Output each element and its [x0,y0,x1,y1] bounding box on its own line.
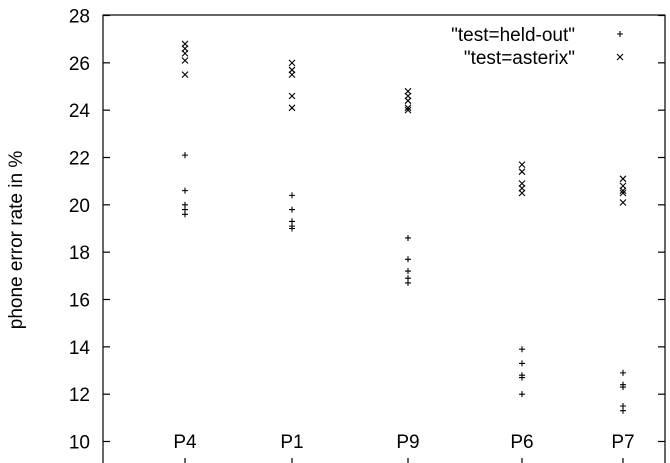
asterix-point [619,189,627,197]
y-tick-label: 22 [69,149,90,170]
plot-frame [102,14,666,463]
held-out-point [620,407,626,414]
x-tick-label: P6 [510,432,533,453]
held-out-point [620,384,626,391]
y-tick-label: 16 [69,291,90,312]
asterix-point [288,104,296,112]
y-tick-label: 10 [69,433,90,454]
data-points [181,40,627,414]
asterix-point [619,199,627,206]
y-tick-label: 14 [69,338,91,359]
held-out-point [405,234,411,241]
held-out-point [620,369,626,376]
asterix-point [619,175,627,183]
held-out-point [519,391,525,398]
legend-plus-marker [617,31,623,37]
asterix-point [404,106,412,114]
asterix-point [518,168,526,176]
asterix-point [181,49,189,57]
held-out-point [519,374,525,381]
asterix-point [288,59,296,67]
y-axis-title: phone error rate in % [6,151,27,330]
held-out-point [519,346,525,353]
held-out-point [519,360,525,367]
held-out-point [289,192,295,199]
held-out-point [182,152,188,159]
y-tick-label: 24 [69,101,91,122]
asterix-point [288,71,296,79]
y-tick-label: 20 [69,196,90,217]
held-out-point [405,279,411,286]
legend-cross-marker [616,53,624,61]
held-out-point [405,268,411,275]
asterix-point [404,104,412,112]
asterix-point [404,97,412,105]
asterix-point [181,57,189,64]
held-out-point [289,225,295,232]
asterix-point [619,187,627,195]
held-out-point [182,187,188,194]
x-tick-label: P9 [396,432,419,453]
y-tick-label: 28 [69,7,90,28]
held-out-point [289,206,295,213]
x-tick-label: P7 [611,432,634,453]
y-tick-label: 12 [69,385,90,406]
held-out-point [182,211,188,218]
asterix-point [181,71,189,79]
x-tick-label: P4 [173,432,197,453]
y-axis: 10 12 14 16 18 20 22 24 26 28 [69,7,665,454]
legend-label: "test=asterix" [464,48,575,69]
asterix-point [518,161,526,168]
x-tick-label: P1 [280,432,303,453]
legend-label: "test=held-out" [451,25,575,46]
asterix-point [518,189,526,197]
legend: "test=held-out""test=asterix" [451,25,624,69]
y-tick-label: 18 [69,243,90,264]
y-tick-label: 26 [69,54,90,75]
x-axis: P4 P1 P9 P6 P7 [173,432,635,463]
held-out-point [405,256,411,263]
asterix-point [288,92,296,100]
